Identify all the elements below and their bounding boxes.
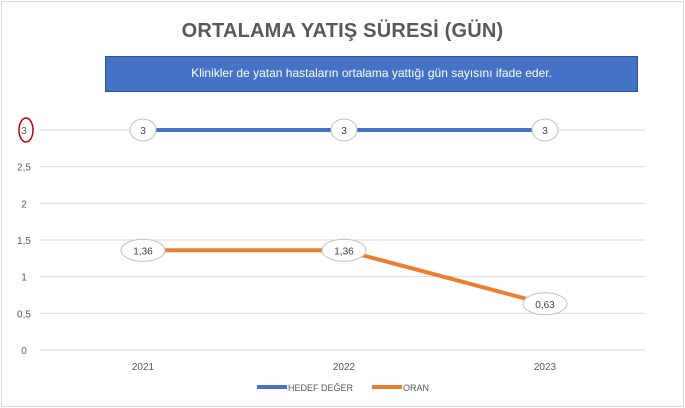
data-label: 3 [140, 126, 146, 137]
data-label-bubble [522, 292, 568, 316]
y-tick-label: 3 [21, 126, 27, 137]
series-lines [143, 128, 546, 306]
y-tick-label: 1,5 [17, 236, 31, 247]
subtitle-box: Klinikler de yatan hastaların ortalama y… [105, 56, 638, 92]
data-label: 1,36 [133, 246, 153, 257]
data-label-bubble [321, 238, 367, 262]
y-axis: 0 0,5 1 1,5 2 2,5 3 [17, 117, 34, 357]
y-tick-label: 0 [21, 346, 27, 357]
data-label-bubble [330, 118, 358, 142]
y-tick-label: 2,5 [17, 163, 31, 174]
data-label-bubble [129, 118, 157, 142]
chart-title: ORTALAMA YATIŞ SÜRESİ (GÜN) [181, 20, 504, 42]
x-axis: 2021 2022 2023 [132, 362, 557, 373]
data-label: 0,63 [535, 300, 555, 311]
chart-subtitle: Klinikler de yatan hastaların ortalama y… [191, 66, 552, 80]
legend-label: HEDEF DEĞER [288, 383, 354, 393]
y-tick-label: 1 [21, 273, 27, 284]
data-label-bubble [531, 118, 559, 142]
data-labels: 3 3 3 1,36 1,36 0,63 [120, 118, 568, 316]
legend-label: ORAN [403, 383, 429, 393]
y-tick-label: 2 [21, 199, 27, 210]
legend: HEDEF DEĞER ORAN [257, 383, 429, 393]
data-label: 3 [542, 126, 548, 137]
data-label: 3 [341, 126, 347, 137]
data-label: 1,36 [334, 246, 354, 257]
x-tick-label: 2022 [333, 362, 356, 373]
y-tick-label: 0,5 [17, 309, 31, 320]
x-tick-label: 2021 [132, 362, 155, 373]
data-label-bubble [120, 238, 166, 262]
highlight-circle [18, 117, 34, 143]
x-tick-label: 2023 [534, 362, 557, 373]
